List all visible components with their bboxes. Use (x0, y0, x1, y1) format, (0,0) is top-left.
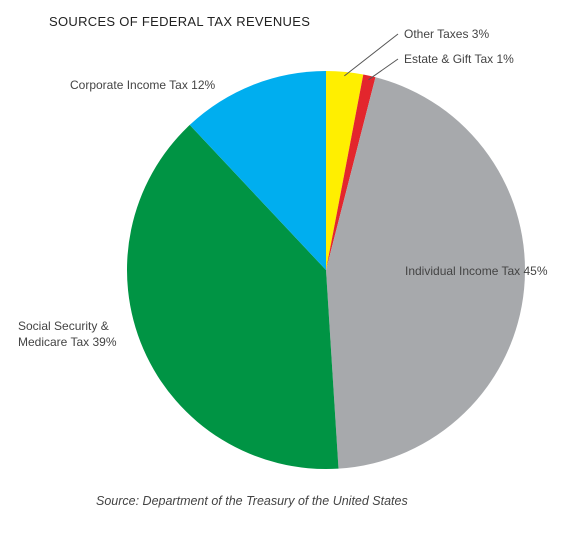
slice-label-social-security-line2: Medicare Tax 39% (18, 335, 117, 349)
slice-individual-income-tax (326, 77, 526, 469)
slice-label-social-security-medicare: Social Security & Medicare Tax 39% (18, 319, 117, 349)
slice-label-estate-gift-tax: Estate & Gift Tax 1% (404, 52, 514, 66)
slice-other-taxes (326, 71, 364, 270)
leader-lines (344, 33, 399, 81)
slice-label-individual-income-tax: Individual Income Tax 45% (405, 264, 548, 278)
chart-title: SOURCES OF FEDERAL TAX REVENUES (49, 14, 311, 29)
slice-social-security-medicare (126, 124, 339, 469)
slice-corporate-income-tax (189, 71, 326, 270)
slice-label-social-security-line1: Social Security & (18, 319, 109, 333)
slice-label-corporate-income-tax: Corporate Income Tax 12% (70, 78, 216, 92)
slice-labels: Other Taxes 3% Estate & Gift Tax 1% Indi… (18, 27, 548, 349)
slice-label-other-taxes: Other Taxes 3% (404, 27, 489, 41)
slice-estate-gift-tax (326, 74, 376, 270)
leader-line-estate-gift-tax (368, 58, 399, 81)
leader-line-other-taxes (344, 33, 399, 77)
chart-source-note: Source: Department of the Treasury of th… (96, 494, 408, 508)
pie-slices (126, 71, 526, 469)
